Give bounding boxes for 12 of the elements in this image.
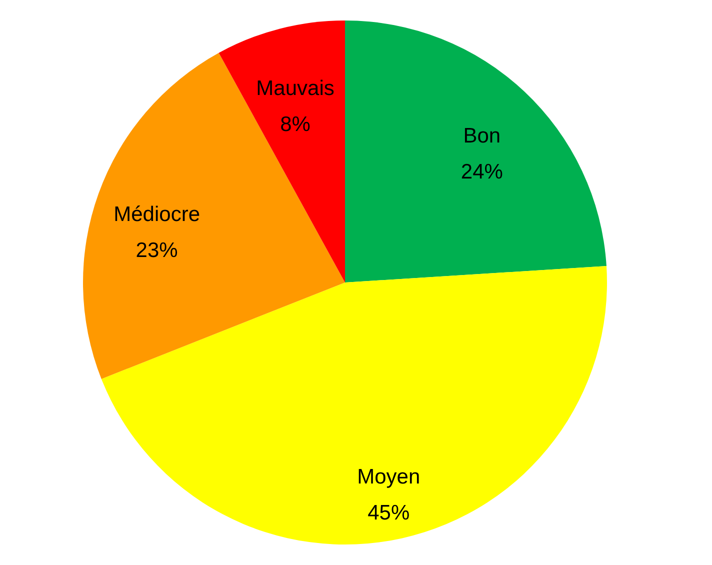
slice-label: Médiocre [114,202,200,226]
slice-label: Moyen [357,466,420,489]
data-label: 8% [280,112,310,136]
slice-label: Bon [463,124,501,148]
pie-slice [218,20,345,282]
data-label: 45% [368,502,410,525]
pie-slice [83,52,345,379]
data-label: 23% [136,238,178,262]
pie-slice [345,20,606,282]
data-label: 24% [460,160,503,184]
pie-slice [101,266,606,544]
slice-label: Mauvais [256,76,334,100]
